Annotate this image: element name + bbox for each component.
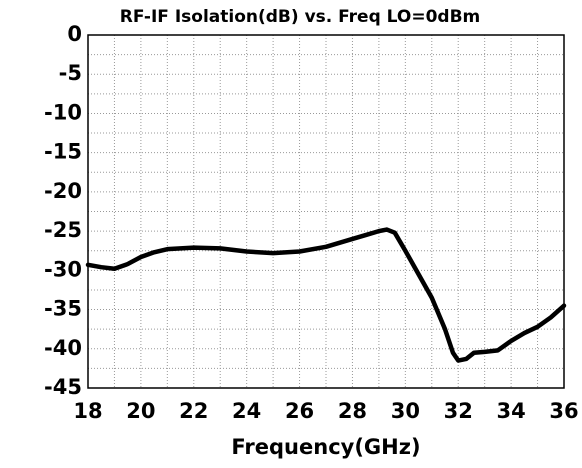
x-tick-label: 34 [496,399,525,423]
x-tick-label: 24 [232,399,261,423]
y-tick-label: -40 [44,336,82,360]
y-tick-label: -35 [44,297,82,321]
chart-title: RF-IF Isolation(dB) vs. Freq LO=0dBm [120,7,481,27]
y-tick-label: 0 [67,22,82,46]
x-tick-label: 20 [126,399,155,423]
y-tick-label: -5 [59,61,82,85]
x-tick-label: 30 [391,399,420,423]
x-axis-label: Frequency(GHz) [231,435,420,459]
plot-frame [87,34,565,389]
x-tick-label: 22 [179,399,208,423]
y-tick-label: -10 [44,100,82,124]
x-tick-label: 36 [549,399,578,423]
y-tick-label: -45 [44,375,82,399]
x-tick-label: 28 [338,399,367,423]
y-tick-label: -30 [44,257,82,281]
x-tick-label: 18 [73,399,102,423]
data-line [85,227,567,363]
y-tick-label: -20 [44,179,82,203]
x-tick-label: 26 [285,399,314,423]
x-tick-label: 32 [444,399,473,423]
y-tick-label: -15 [44,140,82,164]
y-tick-label: -25 [44,218,82,242]
